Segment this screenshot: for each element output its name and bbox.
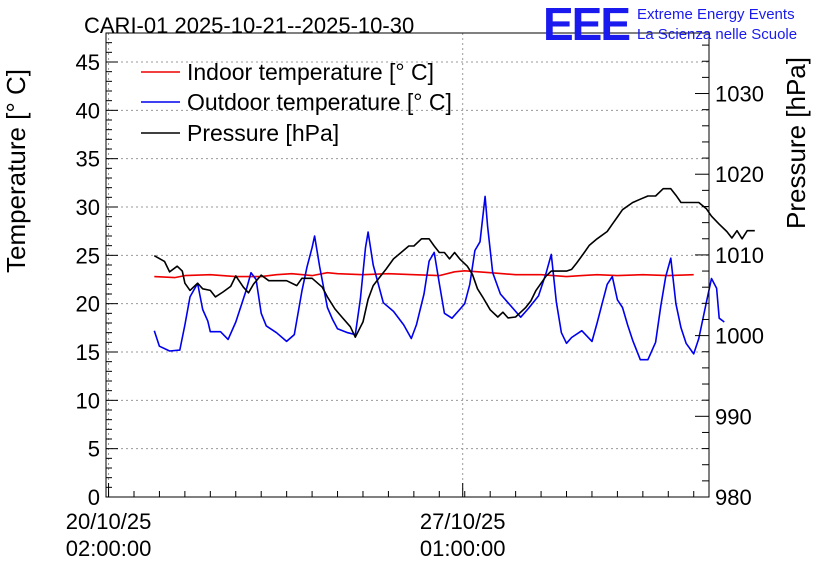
legend: Indoor temperature [° C] Outdoor tempera…	[141, 59, 452, 146]
left-tick-label: 35	[76, 147, 100, 172]
right-tick-label: 1000	[715, 324, 764, 349]
series-lines	[153, 187, 755, 361]
left-tick-label: 5	[88, 437, 100, 462]
right-axis-ticks: 980 990 1000 1010 1020 1030	[695, 44, 764, 510]
left-tick-label: 40	[76, 98, 100, 123]
left-tick-label: 25	[76, 243, 100, 268]
right-tick-label: 1020	[715, 162, 764, 187]
chart-title: CARI-01 2025-10-21--2025-10-30	[84, 13, 414, 38]
left-tick-label: 0	[88, 485, 100, 510]
right-tick-label: 990	[715, 404, 752, 429]
left-tick-label: 30	[76, 195, 100, 220]
right-axis-title: Pressure [hPa]	[781, 57, 811, 229]
series-outdoor-temperature	[153, 195, 725, 361]
left-tick-label: 10	[76, 388, 100, 413]
x-tick-label-time: 01:00:00	[420, 536, 506, 561]
x-tick-label-date: 27/10/25	[420, 509, 506, 534]
logo-line-2: La Scienza nelle Scuole	[637, 26, 797, 43]
logo-line-1: Extreme Energy Events	[637, 6, 795, 23]
eee-logo-mark: EEE	[543, 0, 629, 50]
left-axis-title: Temperature [° C]	[1, 69, 31, 273]
eee-logo: EEE Extreme Energy Events La Scienza nel…	[543, 0, 797, 50]
legend-label-outdoor: Outdoor temperature [° C]	[187, 89, 452, 115]
legend-label-pressure: Pressure [hPa]	[187, 120, 339, 146]
right-tick-label: 980	[715, 485, 752, 510]
right-tick-label: 1030	[715, 82, 764, 107]
x-tick-label-date: 20/10/25	[66, 509, 152, 534]
series-pressure	[153, 187, 755, 339]
right-tick-label: 1010	[715, 243, 764, 268]
x-tick-label-time: 02:00:00	[66, 536, 152, 561]
series-indoor-temperature	[154, 269, 694, 279]
left-axis-ticks: 0 5 10 15 20 25 30 35 40 45	[76, 32, 118, 510]
legend-label-indoor: Indoor temperature [° C]	[187, 59, 434, 85]
left-tick-label: 45	[76, 50, 100, 75]
left-tick-label: 20	[76, 292, 100, 317]
left-tick-label: 15	[76, 340, 100, 365]
